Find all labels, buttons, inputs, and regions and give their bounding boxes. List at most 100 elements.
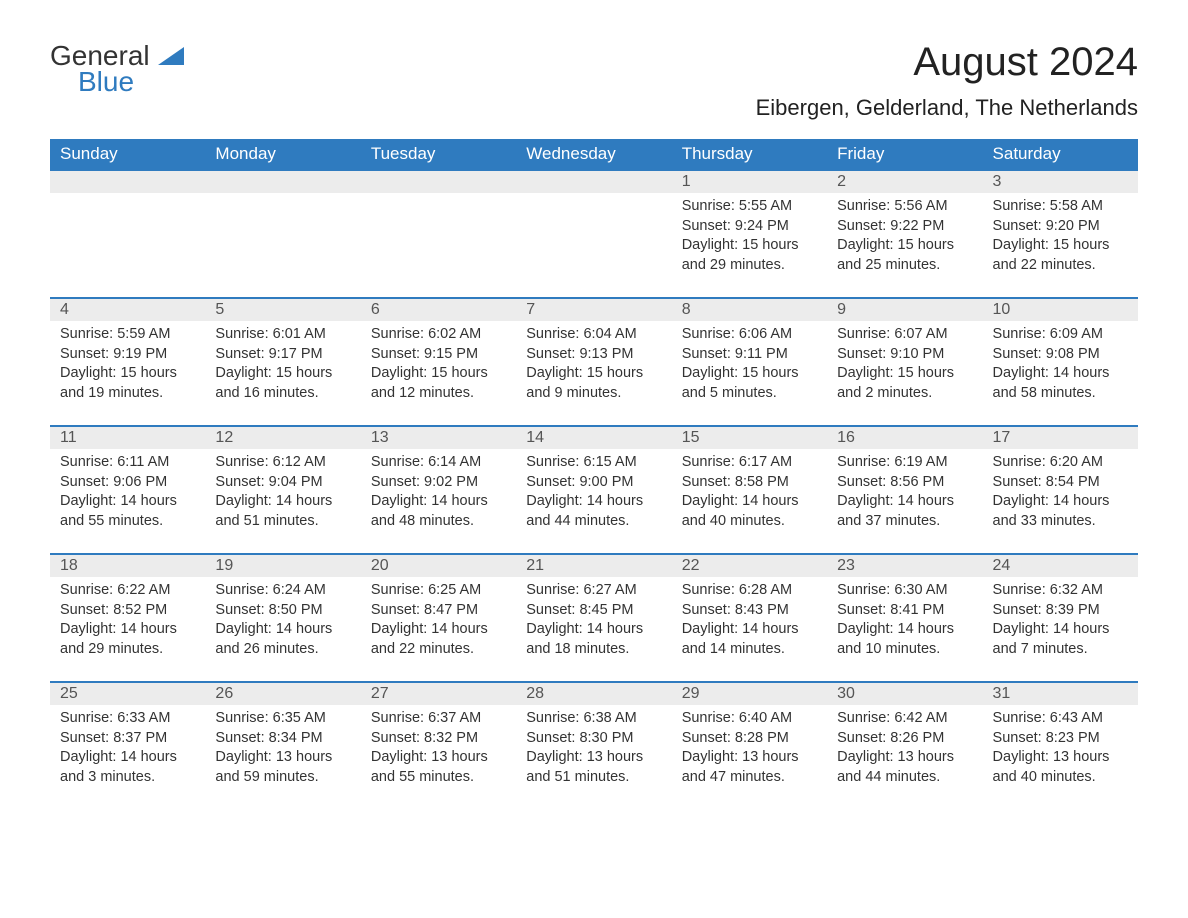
day-details: Sunrise: 6:19 AMSunset: 8:56 PMDaylight:… bbox=[827, 449, 982, 537]
calendar-cell bbox=[361, 169, 516, 297]
day-details: Sunrise: 6:42 AMSunset: 8:26 PMDaylight:… bbox=[827, 705, 982, 793]
day-details: Sunrise: 6:11 AMSunset: 9:06 PMDaylight:… bbox=[50, 449, 205, 537]
sunset-line: Sunset: 9:00 PM bbox=[526, 473, 661, 493]
day-details: Sunrise: 6:40 AMSunset: 8:28 PMDaylight:… bbox=[672, 705, 827, 793]
calendar-header-row: SundayMondayTuesdayWednesdayThursdayFrid… bbox=[50, 139, 1138, 169]
sunset-line: Sunset: 8:37 PM bbox=[60, 729, 195, 749]
sunset-line: Sunset: 8:26 PM bbox=[837, 729, 972, 749]
sunset-line: Sunset: 9:04 PM bbox=[215, 473, 350, 493]
calendar-cell: 1Sunrise: 5:55 AMSunset: 9:24 PMDaylight… bbox=[672, 169, 827, 297]
sunrise-line: Sunrise: 6:12 AM bbox=[215, 453, 350, 473]
daylight-line: Daylight: 14 hours and 48 minutes. bbox=[371, 492, 506, 531]
day-number: 8 bbox=[672, 297, 827, 321]
sunrise-line: Sunrise: 5:55 AM bbox=[682, 197, 817, 217]
calendar-cell: 29Sunrise: 6:40 AMSunset: 8:28 PMDayligh… bbox=[672, 681, 827, 809]
day-details: Sunrise: 6:01 AMSunset: 9:17 PMDaylight:… bbox=[205, 321, 360, 409]
sunset-line: Sunset: 9:20 PM bbox=[993, 217, 1128, 237]
daylight-line: Daylight: 14 hours and 33 minutes. bbox=[993, 492, 1128, 531]
day-number: 17 bbox=[983, 425, 1138, 449]
calendar-cell: 20Sunrise: 6:25 AMSunset: 8:47 PMDayligh… bbox=[361, 553, 516, 681]
day-number: 21 bbox=[516, 553, 671, 577]
empty-day-bar bbox=[205, 169, 360, 193]
sunrise-line: Sunrise: 6:22 AM bbox=[60, 581, 195, 601]
sunrise-line: Sunrise: 6:15 AM bbox=[526, 453, 661, 473]
day-details: Sunrise: 6:28 AMSunset: 8:43 PMDaylight:… bbox=[672, 577, 827, 665]
daylight-line: Daylight: 13 hours and 47 minutes. bbox=[682, 748, 817, 787]
month-title: August 2024 bbox=[756, 40, 1138, 85]
day-number: 27 bbox=[361, 681, 516, 705]
day-details: Sunrise: 6:02 AMSunset: 9:15 PMDaylight:… bbox=[361, 321, 516, 409]
calendar-cell bbox=[50, 169, 205, 297]
day-details: Sunrise: 6:12 AMSunset: 9:04 PMDaylight:… bbox=[205, 449, 360, 537]
sunrise-line: Sunrise: 6:32 AM bbox=[993, 581, 1128, 601]
calendar-cell: 19Sunrise: 6:24 AMSunset: 8:50 PMDayligh… bbox=[205, 553, 360, 681]
sunrise-line: Sunrise: 6:07 AM bbox=[837, 325, 972, 345]
day-number: 28 bbox=[516, 681, 671, 705]
sunset-line: Sunset: 8:41 PM bbox=[837, 601, 972, 621]
sunset-line: Sunset: 8:54 PM bbox=[993, 473, 1128, 493]
day-details: Sunrise: 5:59 AMSunset: 9:19 PMDaylight:… bbox=[50, 321, 205, 409]
sunset-line: Sunset: 9:11 PM bbox=[682, 345, 817, 365]
calendar-cell: 23Sunrise: 6:30 AMSunset: 8:41 PMDayligh… bbox=[827, 553, 982, 681]
day-number: 22 bbox=[672, 553, 827, 577]
sunset-line: Sunset: 8:43 PM bbox=[682, 601, 817, 621]
weekday-header: Wednesday bbox=[516, 139, 671, 169]
weekday-header: Sunday bbox=[50, 139, 205, 169]
day-number: 5 bbox=[205, 297, 360, 321]
sunset-line: Sunset: 9:02 PM bbox=[371, 473, 506, 493]
sunrise-line: Sunrise: 5:56 AM bbox=[837, 197, 972, 217]
calendar-cell: 15Sunrise: 6:17 AMSunset: 8:58 PMDayligh… bbox=[672, 425, 827, 553]
daylight-line: Daylight: 13 hours and 44 minutes. bbox=[837, 748, 972, 787]
calendar-cell: 2Sunrise: 5:56 AMSunset: 9:22 PMDaylight… bbox=[827, 169, 982, 297]
daylight-line: Daylight: 13 hours and 59 minutes. bbox=[215, 748, 350, 787]
day-number: 30 bbox=[827, 681, 982, 705]
day-number: 18 bbox=[50, 553, 205, 577]
calendar-cell: 8Sunrise: 6:06 AMSunset: 9:11 PMDaylight… bbox=[672, 297, 827, 425]
day-details: Sunrise: 6:27 AMSunset: 8:45 PMDaylight:… bbox=[516, 577, 671, 665]
day-number: 25 bbox=[50, 681, 205, 705]
page-header: General Blue August 2024 Eibergen, Gelde… bbox=[50, 40, 1138, 121]
daylight-line: Daylight: 15 hours and 19 minutes. bbox=[60, 364, 195, 403]
sunset-line: Sunset: 8:47 PM bbox=[371, 601, 506, 621]
day-details: Sunrise: 6:35 AMSunset: 8:34 PMDaylight:… bbox=[205, 705, 360, 793]
sunset-line: Sunset: 9:24 PM bbox=[682, 217, 817, 237]
calendar-cell: 22Sunrise: 6:28 AMSunset: 8:43 PMDayligh… bbox=[672, 553, 827, 681]
sunrise-line: Sunrise: 6:30 AM bbox=[837, 581, 972, 601]
day-details: Sunrise: 6:24 AMSunset: 8:50 PMDaylight:… bbox=[205, 577, 360, 665]
sunrise-line: Sunrise: 6:33 AM bbox=[60, 709, 195, 729]
daylight-line: Daylight: 14 hours and 14 minutes. bbox=[682, 620, 817, 659]
daylight-line: Daylight: 14 hours and 26 minutes. bbox=[215, 620, 350, 659]
daylight-line: Daylight: 14 hours and 51 minutes. bbox=[215, 492, 350, 531]
calendar-week-row: 4Sunrise: 5:59 AMSunset: 9:19 PMDaylight… bbox=[50, 297, 1138, 425]
daylight-line: Daylight: 14 hours and 7 minutes. bbox=[993, 620, 1128, 659]
sunrise-line: Sunrise: 6:27 AM bbox=[526, 581, 661, 601]
sunset-line: Sunset: 8:28 PM bbox=[682, 729, 817, 749]
day-details: Sunrise: 6:07 AMSunset: 9:10 PMDaylight:… bbox=[827, 321, 982, 409]
calendar-cell: 12Sunrise: 6:12 AMSunset: 9:04 PMDayligh… bbox=[205, 425, 360, 553]
day-details: Sunrise: 6:17 AMSunset: 8:58 PMDaylight:… bbox=[672, 449, 827, 537]
weekday-header: Monday bbox=[205, 139, 360, 169]
calendar-cell: 14Sunrise: 6:15 AMSunset: 9:00 PMDayligh… bbox=[516, 425, 671, 553]
daylight-line: Daylight: 14 hours and 3 minutes. bbox=[60, 748, 195, 787]
daylight-line: Daylight: 14 hours and 37 minutes. bbox=[837, 492, 972, 531]
sunrise-line: Sunrise: 6:24 AM bbox=[215, 581, 350, 601]
day-number: 16 bbox=[827, 425, 982, 449]
day-details: Sunrise: 6:25 AMSunset: 8:47 PMDaylight:… bbox=[361, 577, 516, 665]
day-number: 31 bbox=[983, 681, 1138, 705]
sunset-line: Sunset: 8:30 PM bbox=[526, 729, 661, 749]
day-details: Sunrise: 6:15 AMSunset: 9:00 PMDaylight:… bbox=[516, 449, 671, 537]
calendar-cell: 21Sunrise: 6:27 AMSunset: 8:45 PMDayligh… bbox=[516, 553, 671, 681]
day-details: Sunrise: 5:55 AMSunset: 9:24 PMDaylight:… bbox=[672, 193, 827, 281]
day-details: Sunrise: 5:58 AMSunset: 9:20 PMDaylight:… bbox=[983, 193, 1138, 281]
sunrise-line: Sunrise: 6:35 AM bbox=[215, 709, 350, 729]
sunset-line: Sunset: 9:10 PM bbox=[837, 345, 972, 365]
daylight-line: Daylight: 15 hours and 16 minutes. bbox=[215, 364, 350, 403]
daylight-line: Daylight: 13 hours and 55 minutes. bbox=[371, 748, 506, 787]
day-details: Sunrise: 6:06 AMSunset: 9:11 PMDaylight:… bbox=[672, 321, 827, 409]
logo: General Blue bbox=[50, 40, 184, 98]
day-number: 4 bbox=[50, 297, 205, 321]
day-number: 2 bbox=[827, 169, 982, 193]
calendar-week-row: 1Sunrise: 5:55 AMSunset: 9:24 PMDaylight… bbox=[50, 169, 1138, 297]
calendar-week-row: 18Sunrise: 6:22 AMSunset: 8:52 PMDayligh… bbox=[50, 553, 1138, 681]
daylight-line: Daylight: 14 hours and 18 minutes. bbox=[526, 620, 661, 659]
